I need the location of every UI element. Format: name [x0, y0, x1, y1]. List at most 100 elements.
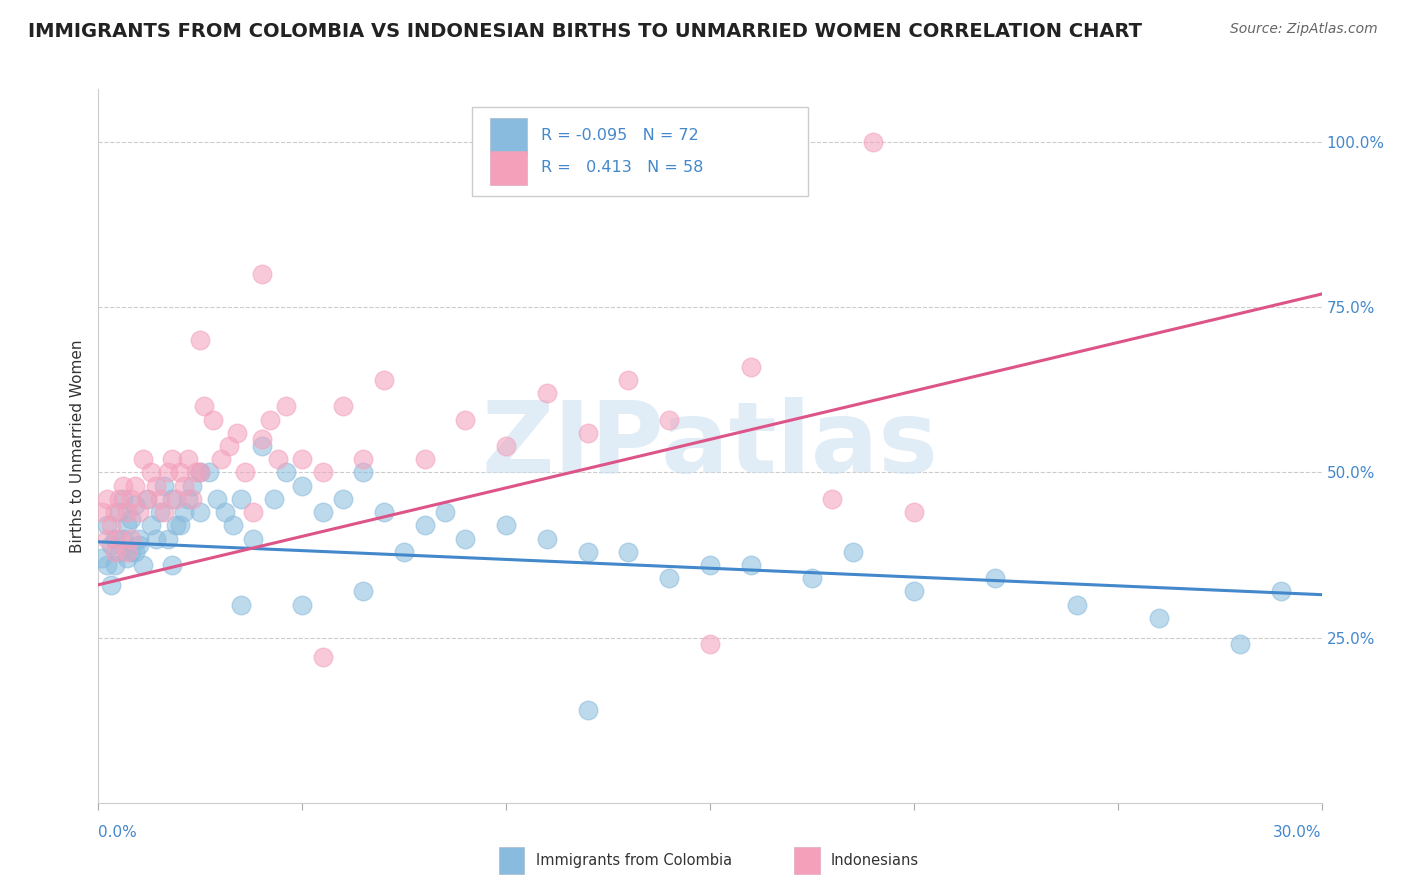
Point	[188, 466, 212, 480]
Text: R = -0.095   N = 72: R = -0.095 N = 72	[541, 128, 699, 143]
Point	[291, 478, 314, 492]
Point	[1147, 611, 1170, 625]
Point	[96, 491, 118, 506]
Point	[291, 452, 314, 467]
Point	[91, 505, 114, 519]
Point	[156, 532, 179, 546]
Text: R =   0.413   N = 58: R = 0.413 N = 58	[541, 161, 703, 175]
Point	[699, 637, 721, 651]
Point	[274, 400, 297, 414]
Point	[392, 545, 416, 559]
Point	[373, 373, 395, 387]
Point	[152, 478, 174, 492]
Point	[145, 478, 167, 492]
Point	[100, 578, 122, 592]
Point	[128, 505, 150, 519]
Point	[96, 532, 118, 546]
Point	[186, 466, 208, 480]
Point	[352, 452, 374, 467]
Point	[197, 466, 219, 480]
Point	[115, 551, 138, 566]
Point	[160, 558, 183, 572]
Point	[169, 518, 191, 533]
Point	[120, 511, 142, 525]
Point	[434, 505, 457, 519]
Point	[250, 439, 273, 453]
Y-axis label: Births to Unmarried Women: Births to Unmarried Women	[69, 339, 84, 553]
Point	[181, 491, 204, 506]
Point	[214, 505, 236, 519]
Point	[984, 571, 1007, 585]
Point	[115, 518, 138, 533]
Point	[231, 598, 253, 612]
Point	[111, 478, 134, 492]
Point	[177, 491, 200, 506]
FancyBboxPatch shape	[489, 151, 526, 185]
Point	[454, 412, 477, 426]
Text: ZIPatlas: ZIPatlas	[482, 398, 938, 494]
Point	[108, 491, 131, 506]
Point	[267, 452, 290, 467]
Point	[149, 491, 172, 506]
Point	[152, 505, 174, 519]
Point	[136, 491, 159, 506]
Text: Indonesians: Indonesians	[831, 854, 920, 868]
Point	[312, 650, 335, 665]
Point	[173, 505, 195, 519]
Point	[495, 518, 517, 533]
Point	[274, 466, 297, 480]
Point	[617, 545, 640, 559]
Point	[259, 412, 281, 426]
Text: IMMIGRANTS FROM COLOMBIA VS INDONESIAN BIRTHS TO UNMARRIED WOMEN CORRELATION CHA: IMMIGRANTS FROM COLOMBIA VS INDONESIAN B…	[28, 22, 1142, 41]
Point	[536, 386, 558, 401]
Point	[132, 452, 155, 467]
Point	[120, 491, 142, 506]
Point	[115, 545, 138, 559]
Point	[903, 505, 925, 519]
Point	[188, 333, 212, 347]
Point	[250, 267, 273, 281]
Point	[222, 518, 245, 533]
Point	[218, 439, 240, 453]
Point	[821, 491, 844, 506]
Point	[177, 452, 200, 467]
Point	[128, 532, 150, 546]
Point	[160, 452, 183, 467]
Text: 30.0%: 30.0%	[1274, 825, 1322, 840]
Point	[193, 400, 215, 414]
FancyBboxPatch shape	[489, 119, 526, 153]
Point	[104, 558, 127, 572]
Point	[165, 518, 187, 533]
Point	[209, 452, 232, 467]
Point	[108, 532, 131, 546]
Point	[124, 499, 146, 513]
Point	[1229, 637, 1251, 651]
Point	[100, 538, 122, 552]
Point	[352, 584, 374, 599]
Point	[699, 558, 721, 572]
Point	[413, 518, 436, 533]
Point	[160, 491, 183, 506]
Point	[104, 532, 127, 546]
Point	[231, 491, 253, 506]
Point	[263, 491, 285, 506]
Point	[145, 532, 167, 546]
Point	[96, 558, 118, 572]
Point	[108, 545, 131, 559]
Point	[576, 425, 599, 440]
Point	[250, 433, 273, 447]
Point	[903, 584, 925, 599]
Point	[111, 491, 134, 506]
Point	[312, 505, 335, 519]
Point	[536, 532, 558, 546]
Point	[201, 412, 224, 426]
Point	[108, 505, 131, 519]
Text: Source: ZipAtlas.com: Source: ZipAtlas.com	[1230, 22, 1378, 37]
Point	[120, 545, 142, 559]
Point	[96, 518, 118, 533]
Point	[91, 551, 114, 566]
Point	[100, 518, 122, 533]
Point	[233, 466, 256, 480]
Point	[169, 466, 191, 480]
Point	[141, 518, 163, 533]
